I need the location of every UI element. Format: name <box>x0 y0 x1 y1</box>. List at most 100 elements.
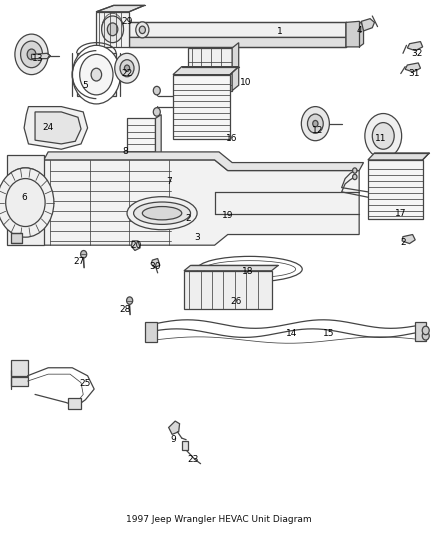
Circle shape <box>91 68 102 81</box>
Circle shape <box>136 22 149 38</box>
Text: 5: 5 <box>82 81 88 90</box>
Text: 1: 1 <box>277 28 283 36</box>
Circle shape <box>15 34 48 75</box>
Bar <box>415 322 426 341</box>
Text: 15: 15 <box>323 329 334 337</box>
Polygon shape <box>44 152 364 171</box>
Circle shape <box>120 60 134 77</box>
Polygon shape <box>346 22 355 47</box>
Polygon shape <box>35 112 81 144</box>
Circle shape <box>21 41 42 68</box>
Circle shape <box>124 65 130 71</box>
Text: 30: 30 <box>150 262 161 271</box>
Circle shape <box>102 16 124 43</box>
Polygon shape <box>368 153 429 160</box>
Polygon shape <box>129 22 346 37</box>
Polygon shape <box>77 53 116 96</box>
Circle shape <box>127 297 133 304</box>
Polygon shape <box>129 37 346 47</box>
Circle shape <box>72 45 120 104</box>
Text: 2: 2 <box>186 214 191 223</box>
Ellipse shape <box>127 197 197 230</box>
Text: 6: 6 <box>21 193 27 201</box>
Polygon shape <box>131 241 140 251</box>
Circle shape <box>422 326 429 335</box>
Circle shape <box>27 49 36 60</box>
Circle shape <box>372 123 394 149</box>
Text: 31: 31 <box>408 69 420 78</box>
Bar <box>145 322 157 342</box>
Text: 27: 27 <box>73 257 85 265</box>
Circle shape <box>381 176 386 183</box>
Text: 26: 26 <box>231 297 242 305</box>
Polygon shape <box>116 22 129 47</box>
Bar <box>188 48 232 91</box>
Polygon shape <box>32 53 50 59</box>
Polygon shape <box>184 265 278 271</box>
Text: 17: 17 <box>395 209 406 217</box>
Text: 18: 18 <box>242 268 253 276</box>
Circle shape <box>365 114 402 158</box>
Polygon shape <box>151 259 160 268</box>
Circle shape <box>0 168 54 237</box>
Text: 4: 4 <box>357 27 362 35</box>
Text: 7: 7 <box>166 177 172 185</box>
Text: 9: 9 <box>170 435 176 444</box>
Text: 25: 25 <box>80 379 91 388</box>
Circle shape <box>22 196 29 204</box>
Ellipse shape <box>142 206 182 220</box>
Circle shape <box>301 107 329 141</box>
Text: 16: 16 <box>226 134 238 143</box>
Circle shape <box>107 23 118 36</box>
Polygon shape <box>361 19 374 31</box>
Polygon shape <box>11 233 22 243</box>
Text: 11: 11 <box>375 134 387 143</box>
Text: 24: 24 <box>42 124 54 132</box>
Circle shape <box>422 332 429 340</box>
Polygon shape <box>405 63 420 72</box>
Polygon shape <box>232 43 239 91</box>
Polygon shape <box>407 42 423 51</box>
Circle shape <box>153 108 160 116</box>
Text: 13: 13 <box>32 54 43 63</box>
Circle shape <box>307 114 323 133</box>
Text: 22: 22 <box>121 69 133 78</box>
Bar <box>11 360 28 376</box>
Circle shape <box>81 251 87 258</box>
Text: 1997 Jeep Wrangler HEVAC Unit Diagram: 1997 Jeep Wrangler HEVAC Unit Diagram <box>126 515 312 524</box>
Polygon shape <box>44 160 359 245</box>
Ellipse shape <box>134 202 191 224</box>
Text: 14: 14 <box>286 329 297 337</box>
Text: 23: 23 <box>187 455 198 464</box>
Text: 20: 20 <box>130 241 141 249</box>
Circle shape <box>80 54 113 95</box>
Circle shape <box>153 86 160 95</box>
Text: 28: 28 <box>119 305 131 313</box>
Bar <box>182 441 188 450</box>
Circle shape <box>115 53 139 83</box>
Circle shape <box>378 173 389 186</box>
Bar <box>68 398 81 409</box>
Bar <box>162 169 180 181</box>
Polygon shape <box>173 67 239 75</box>
Circle shape <box>139 26 145 34</box>
Bar <box>184 271 272 309</box>
Text: 2: 2 <box>400 238 406 247</box>
Text: 19: 19 <box>222 212 233 220</box>
Bar <box>127 118 155 166</box>
Text: 10: 10 <box>240 78 251 87</box>
Polygon shape <box>346 21 364 47</box>
Polygon shape <box>96 12 129 47</box>
Polygon shape <box>24 107 88 149</box>
Text: 29: 29 <box>121 17 133 26</box>
Circle shape <box>6 179 45 227</box>
Circle shape <box>0 168 52 232</box>
Polygon shape <box>155 115 161 166</box>
Polygon shape <box>7 155 44 245</box>
Circle shape <box>313 120 318 127</box>
Text: 32: 32 <box>411 49 423 58</box>
Circle shape <box>353 168 357 173</box>
Bar <box>368 160 423 219</box>
Circle shape <box>7 177 44 222</box>
Polygon shape <box>96 5 145 12</box>
